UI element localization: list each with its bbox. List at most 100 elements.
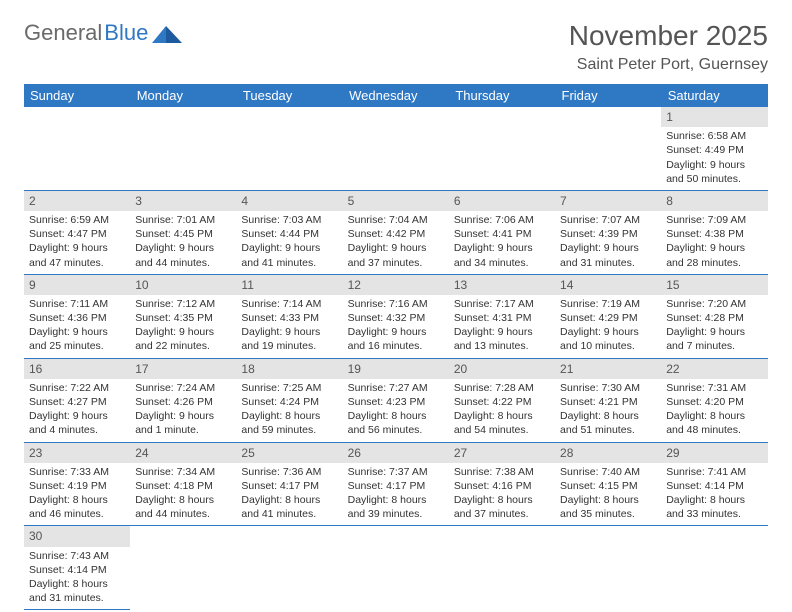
- calendar-cell: 21Sunrise: 7:30 AMSunset: 4:21 PMDayligh…: [555, 358, 661, 442]
- day-info: Sunrise: 7:17 AMSunset: 4:31 PMDaylight:…: [449, 295, 555, 358]
- sunrise-text: Sunrise: 7:06 AM: [454, 213, 550, 227]
- day-info: Sunrise: 7:27 AMSunset: 4:23 PMDaylight:…: [343, 379, 449, 442]
- day-number: 30: [24, 526, 130, 546]
- calendar-row: 16Sunrise: 7:22 AMSunset: 4:27 PMDayligh…: [24, 358, 768, 442]
- day-number: 9: [24, 275, 130, 295]
- day-info: Sunrise: 7:31 AMSunset: 4:20 PMDaylight:…: [661, 379, 767, 442]
- calendar-cell: 22Sunrise: 7:31 AMSunset: 4:20 PMDayligh…: [661, 358, 767, 442]
- sunset-text: Sunset: 4:41 PM: [454, 227, 550, 241]
- calendar-cell: 17Sunrise: 7:24 AMSunset: 4:26 PMDayligh…: [130, 358, 236, 442]
- daylight-text: Daylight: 9 hours and 37 minutes.: [348, 241, 444, 269]
- calendar-cell: 6Sunrise: 7:06 AMSunset: 4:41 PMDaylight…: [449, 190, 555, 274]
- day-info: Sunrise: 7:06 AMSunset: 4:41 PMDaylight:…: [449, 211, 555, 274]
- daylight-text: Daylight: 9 hours and 16 minutes.: [348, 325, 444, 353]
- page: GeneralBlue November 2025 Saint Peter Po…: [0, 0, 792, 612]
- sunrise-text: Sunrise: 7:19 AM: [560, 297, 656, 311]
- daylight-text: Daylight: 9 hours and 13 minutes.: [454, 325, 550, 353]
- calendar-body: 1Sunrise: 6:58 AMSunset: 4:49 PMDaylight…: [24, 107, 768, 610]
- title-block: November 2025 Saint Peter Port, Guernsey: [569, 20, 768, 74]
- sunrise-text: Sunrise: 7:37 AM: [348, 465, 444, 479]
- calendar-table: Sunday Monday Tuesday Wednesday Thursday…: [24, 84, 768, 610]
- sunrise-text: Sunrise: 7:24 AM: [135, 381, 231, 395]
- sunrise-text: Sunrise: 7:31 AM: [666, 381, 762, 395]
- day-number: 11: [236, 275, 342, 295]
- day-number: 15: [661, 275, 767, 295]
- calendar-cell: 4Sunrise: 7:03 AMSunset: 4:44 PMDaylight…: [236, 190, 342, 274]
- calendar-cell: 5Sunrise: 7:04 AMSunset: 4:42 PMDaylight…: [343, 190, 449, 274]
- calendar-cell: 24Sunrise: 7:34 AMSunset: 4:18 PMDayligh…: [130, 442, 236, 526]
- calendar-row: 9Sunrise: 7:11 AMSunset: 4:36 PMDaylight…: [24, 274, 768, 358]
- day-number: 27: [449, 443, 555, 463]
- sunrise-text: Sunrise: 7:22 AM: [29, 381, 125, 395]
- day-number: 6: [449, 191, 555, 211]
- day-info: Sunrise: 7:33 AMSunset: 4:19 PMDaylight:…: [24, 463, 130, 526]
- sunset-text: Sunset: 4:35 PM: [135, 311, 231, 325]
- day-number: 20: [449, 359, 555, 379]
- day-info: Sunrise: 7:09 AMSunset: 4:38 PMDaylight:…: [661, 211, 767, 274]
- day-info: Sunrise: 7:04 AMSunset: 4:42 PMDaylight:…: [343, 211, 449, 274]
- day-info: Sunrise: 7:37 AMSunset: 4:17 PMDaylight:…: [343, 463, 449, 526]
- sunrise-text: Sunrise: 7:33 AM: [29, 465, 125, 479]
- sunrise-text: Sunrise: 7:07 AM: [560, 213, 656, 227]
- daylight-text: Daylight: 9 hours and 19 minutes.: [241, 325, 337, 353]
- calendar-row: 23Sunrise: 7:33 AMSunset: 4:19 PMDayligh…: [24, 442, 768, 526]
- daylight-text: Daylight: 8 hours and 48 minutes.: [666, 409, 762, 437]
- day-number: 10: [130, 275, 236, 295]
- calendar-row: 2Sunrise: 6:59 AMSunset: 4:47 PMDaylight…: [24, 190, 768, 274]
- calendar-cell: [555, 526, 661, 610]
- day-info: Sunrise: 7:01 AMSunset: 4:45 PMDaylight:…: [130, 211, 236, 274]
- calendar-cell: [24, 107, 130, 190]
- calendar-cell: 14Sunrise: 7:19 AMSunset: 4:29 PMDayligh…: [555, 274, 661, 358]
- day-number: 4: [236, 191, 342, 211]
- sunset-text: Sunset: 4:18 PM: [135, 479, 231, 493]
- sunset-text: Sunset: 4:19 PM: [29, 479, 125, 493]
- calendar-cell: [449, 107, 555, 190]
- sunset-text: Sunset: 4:31 PM: [454, 311, 550, 325]
- page-subtitle: Saint Peter Port, Guernsey: [569, 56, 768, 74]
- calendar-cell: 13Sunrise: 7:17 AMSunset: 4:31 PMDayligh…: [449, 274, 555, 358]
- sunrise-text: Sunrise: 7:36 AM: [241, 465, 337, 479]
- calendar-header: Sunday Monday Tuesday Wednesday Thursday…: [24, 84, 768, 107]
- daylight-text: Daylight: 9 hours and 10 minutes.: [560, 325, 656, 353]
- daylight-text: Daylight: 9 hours and 25 minutes.: [29, 325, 125, 353]
- calendar-cell: 7Sunrise: 7:07 AMSunset: 4:39 PMDaylight…: [555, 190, 661, 274]
- calendar-cell: 1Sunrise: 6:58 AMSunset: 4:49 PMDaylight…: [661, 107, 767, 190]
- daylight-text: Daylight: 8 hours and 31 minutes.: [29, 577, 125, 605]
- sunset-text: Sunset: 4:14 PM: [666, 479, 762, 493]
- daylight-text: Daylight: 9 hours and 28 minutes.: [666, 241, 762, 269]
- day-number: 1: [661, 107, 767, 127]
- calendar-row: 1Sunrise: 6:58 AMSunset: 4:49 PMDaylight…: [24, 107, 768, 190]
- sunrise-text: Sunrise: 7:09 AM: [666, 213, 762, 227]
- calendar-cell: [236, 526, 342, 610]
- col-thursday: Thursday: [449, 84, 555, 107]
- day-number: 14: [555, 275, 661, 295]
- sunrise-text: Sunrise: 7:41 AM: [666, 465, 762, 479]
- col-friday: Friday: [555, 84, 661, 107]
- sunset-text: Sunset: 4:27 PM: [29, 395, 125, 409]
- sunset-text: Sunset: 4:20 PM: [666, 395, 762, 409]
- daylight-text: Daylight: 9 hours and 34 minutes.: [454, 241, 550, 269]
- calendar-cell: 10Sunrise: 7:12 AMSunset: 4:35 PMDayligh…: [130, 274, 236, 358]
- calendar-cell: [555, 107, 661, 190]
- sunset-text: Sunset: 4:17 PM: [241, 479, 337, 493]
- daylight-text: Daylight: 8 hours and 41 minutes.: [241, 493, 337, 521]
- calendar-cell: 8Sunrise: 7:09 AMSunset: 4:38 PMDaylight…: [661, 190, 767, 274]
- sunrise-text: Sunrise: 7:43 AM: [29, 549, 125, 563]
- calendar-cell: 18Sunrise: 7:25 AMSunset: 4:24 PMDayligh…: [236, 358, 342, 442]
- day-number: 29: [661, 443, 767, 463]
- sunset-text: Sunset: 4:21 PM: [560, 395, 656, 409]
- calendar-cell: 12Sunrise: 7:16 AMSunset: 4:32 PMDayligh…: [343, 274, 449, 358]
- daylight-text: Daylight: 8 hours and 37 minutes.: [454, 493, 550, 521]
- day-number: 21: [555, 359, 661, 379]
- sunset-text: Sunset: 4:16 PM: [454, 479, 550, 493]
- day-number: 13: [449, 275, 555, 295]
- col-sunday: Sunday: [24, 84, 130, 107]
- day-info: Sunrise: 7:12 AMSunset: 4:35 PMDaylight:…: [130, 295, 236, 358]
- calendar-cell: 11Sunrise: 7:14 AMSunset: 4:33 PMDayligh…: [236, 274, 342, 358]
- calendar-cell: 2Sunrise: 6:59 AMSunset: 4:47 PMDaylight…: [24, 190, 130, 274]
- header: GeneralBlue November 2025 Saint Peter Po…: [24, 20, 768, 74]
- sunset-text: Sunset: 4:23 PM: [348, 395, 444, 409]
- day-number: 8: [661, 191, 767, 211]
- day-number: 28: [555, 443, 661, 463]
- calendar-cell: [449, 526, 555, 610]
